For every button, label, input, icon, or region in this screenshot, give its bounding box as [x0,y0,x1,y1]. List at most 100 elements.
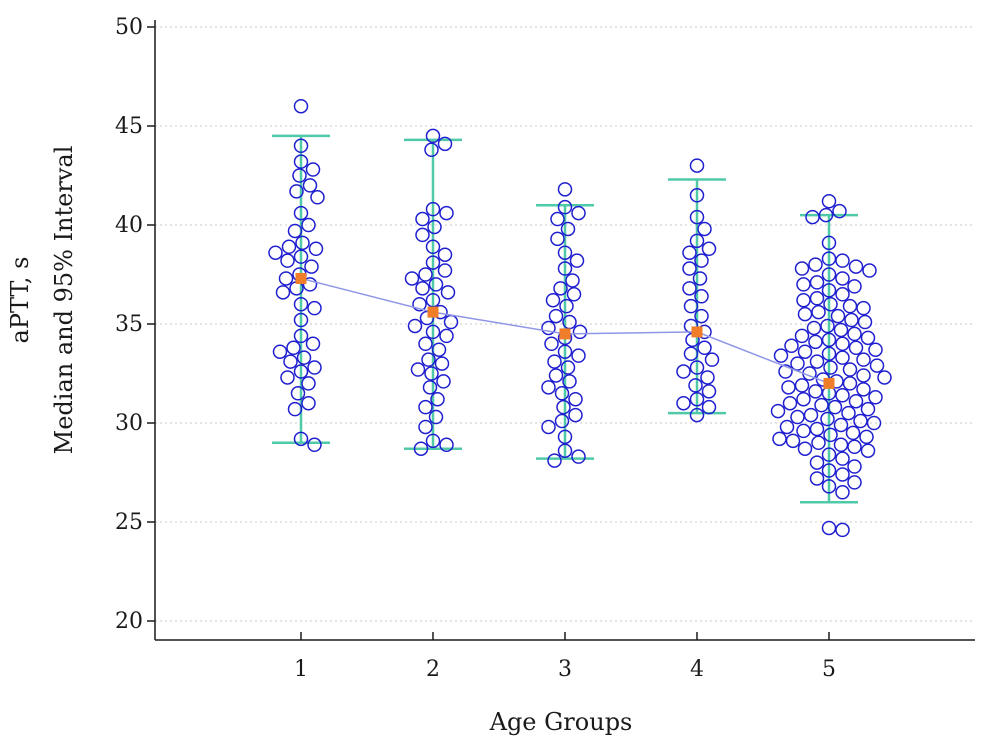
data-point-group-4-4 [689,233,705,249]
data-point-group-5-80 [796,423,811,439]
data-point-group-5-16 [821,283,837,298]
data-point-group-1-14 [268,245,283,260]
data-point-group-5-57 [794,378,810,393]
data-point-group-1-33 [293,364,309,379]
data-point-group-1-40 [307,437,322,453]
data-point-group-2-0 [425,128,441,144]
data-point-group-5-59 [856,382,871,397]
data-point-group-2-16 [440,285,456,300]
data-point-group-5-24 [797,306,813,322]
data-point-group-5-9 [794,261,810,276]
data-point-group-4-11 [694,289,709,304]
data-point-group-3-6 [557,245,573,260]
data-point-group-4-8 [682,261,697,276]
data-point-group-5-4 [821,235,837,251]
x-tick-label-2: 2 [426,657,440,682]
data-point-group-1-6 [289,184,304,199]
data-point-group-5-2 [818,207,834,223]
data-point-group-3-27 [554,386,570,401]
data-point-group-5-56 [842,376,858,391]
data-point-group-4-5 [701,241,717,257]
data-point-group-1-35 [301,376,316,391]
data-point-group-2-30 [424,366,439,381]
data-point-group-4-0 [689,158,705,173]
data-point-group-5-94 [847,459,862,474]
data-point-group-4-22 [700,370,715,385]
data-point-group-5-101 [821,520,837,536]
data-point-group-2-23 [425,324,441,340]
data-point-group-2-9 [437,247,453,262]
data-point-group-5-38 [848,340,864,356]
data-point-group-5-69 [860,401,876,417]
data-point-group-1-3 [305,162,321,177]
data-point-group-5-60 [808,384,823,399]
data-point-group-5-42 [773,348,789,363]
data-point-group-3-5 [550,231,565,247]
data-point-group-5-97 [809,471,825,486]
data-point-group-1-28 [286,340,301,356]
x-tick-label-4: 4 [690,657,704,682]
data-point-group-2-4 [439,205,454,221]
data-point-group-5-1 [832,203,847,219]
data-point-group-5-22 [856,300,871,316]
data-point-group-1-15 [293,249,309,264]
data-point-group-5-31 [847,326,862,342]
data-point-group-5-89 [797,441,813,456]
data-point-group-2-8 [425,239,441,255]
data-point-group-1-23 [293,296,309,312]
data-point-group-4-20 [689,360,705,375]
y-tick-label-25: 25 [115,510,143,535]
data-point-group-5-84 [772,431,787,447]
data-point-group-3-13 [559,298,574,314]
y-tick-label-35: 35 [115,312,143,337]
data-point-group-5-43 [835,350,850,365]
data-point-group-5-91 [821,447,837,462]
median-markers [295,272,835,389]
data-point-group-5-92 [835,451,850,466]
data-point-group-5-78 [779,419,795,435]
data-point-group-5-99 [821,479,837,494]
data-point-group-2-32 [422,380,438,395]
data-point-group-5-32 [794,328,810,344]
data-point-group-4-17 [697,340,712,356]
data-point-group-3-30 [568,407,583,423]
data-point-group-3-28 [568,391,583,407]
median-marker-group-5 [823,377,835,389]
data-point-group-3-20 [557,344,573,359]
data-point-group-5-27 [857,314,873,330]
data-point-group-1-13 [308,241,324,257]
data-point-group-5-70 [770,403,786,419]
data-point-group-5-6 [835,253,850,268]
data-point-group-3-16 [541,320,556,336]
data-point-group-3-32 [541,419,556,435]
data-point-group-1-25 [293,312,309,328]
data-point-group-5-26 [844,312,859,328]
data-point-group-1-17 [304,259,319,274]
data-point-group-4-21 [676,364,691,379]
data-point-group-5-90 [860,443,876,458]
data-point-group-5-88 [847,439,862,455]
data-point-group-1-9 [301,217,316,233]
data-point-group-5-34 [821,332,837,348]
data-point-group-3-10 [553,281,568,296]
data-point-group-4-19 [704,352,720,367]
y-axis-ticks: 20 25 30 35 40 45 50 [115,15,155,634]
data-point-group-3-26 [541,380,556,395]
data-points [268,98,892,538]
data-point-group-2-28 [434,356,450,371]
median-marker-group-1 [295,272,307,284]
data-point-group-4-1 [689,188,705,203]
data-point-group-1-11 [295,235,310,251]
data-point-group-1-39 [293,431,309,447]
data-point-group-3-25 [562,374,577,389]
data-point-group-5-79 [809,421,825,437]
data-point-group-5-100 [835,485,850,500]
data-point-group-4-13 [694,308,709,324]
data-point-group-3-2 [571,205,586,221]
data-point-group-5-13 [809,275,825,290]
data-point-group-4-25 [689,391,705,407]
data-point-group-1-34 [280,370,295,385]
data-point-group-3-12 [545,292,561,308]
